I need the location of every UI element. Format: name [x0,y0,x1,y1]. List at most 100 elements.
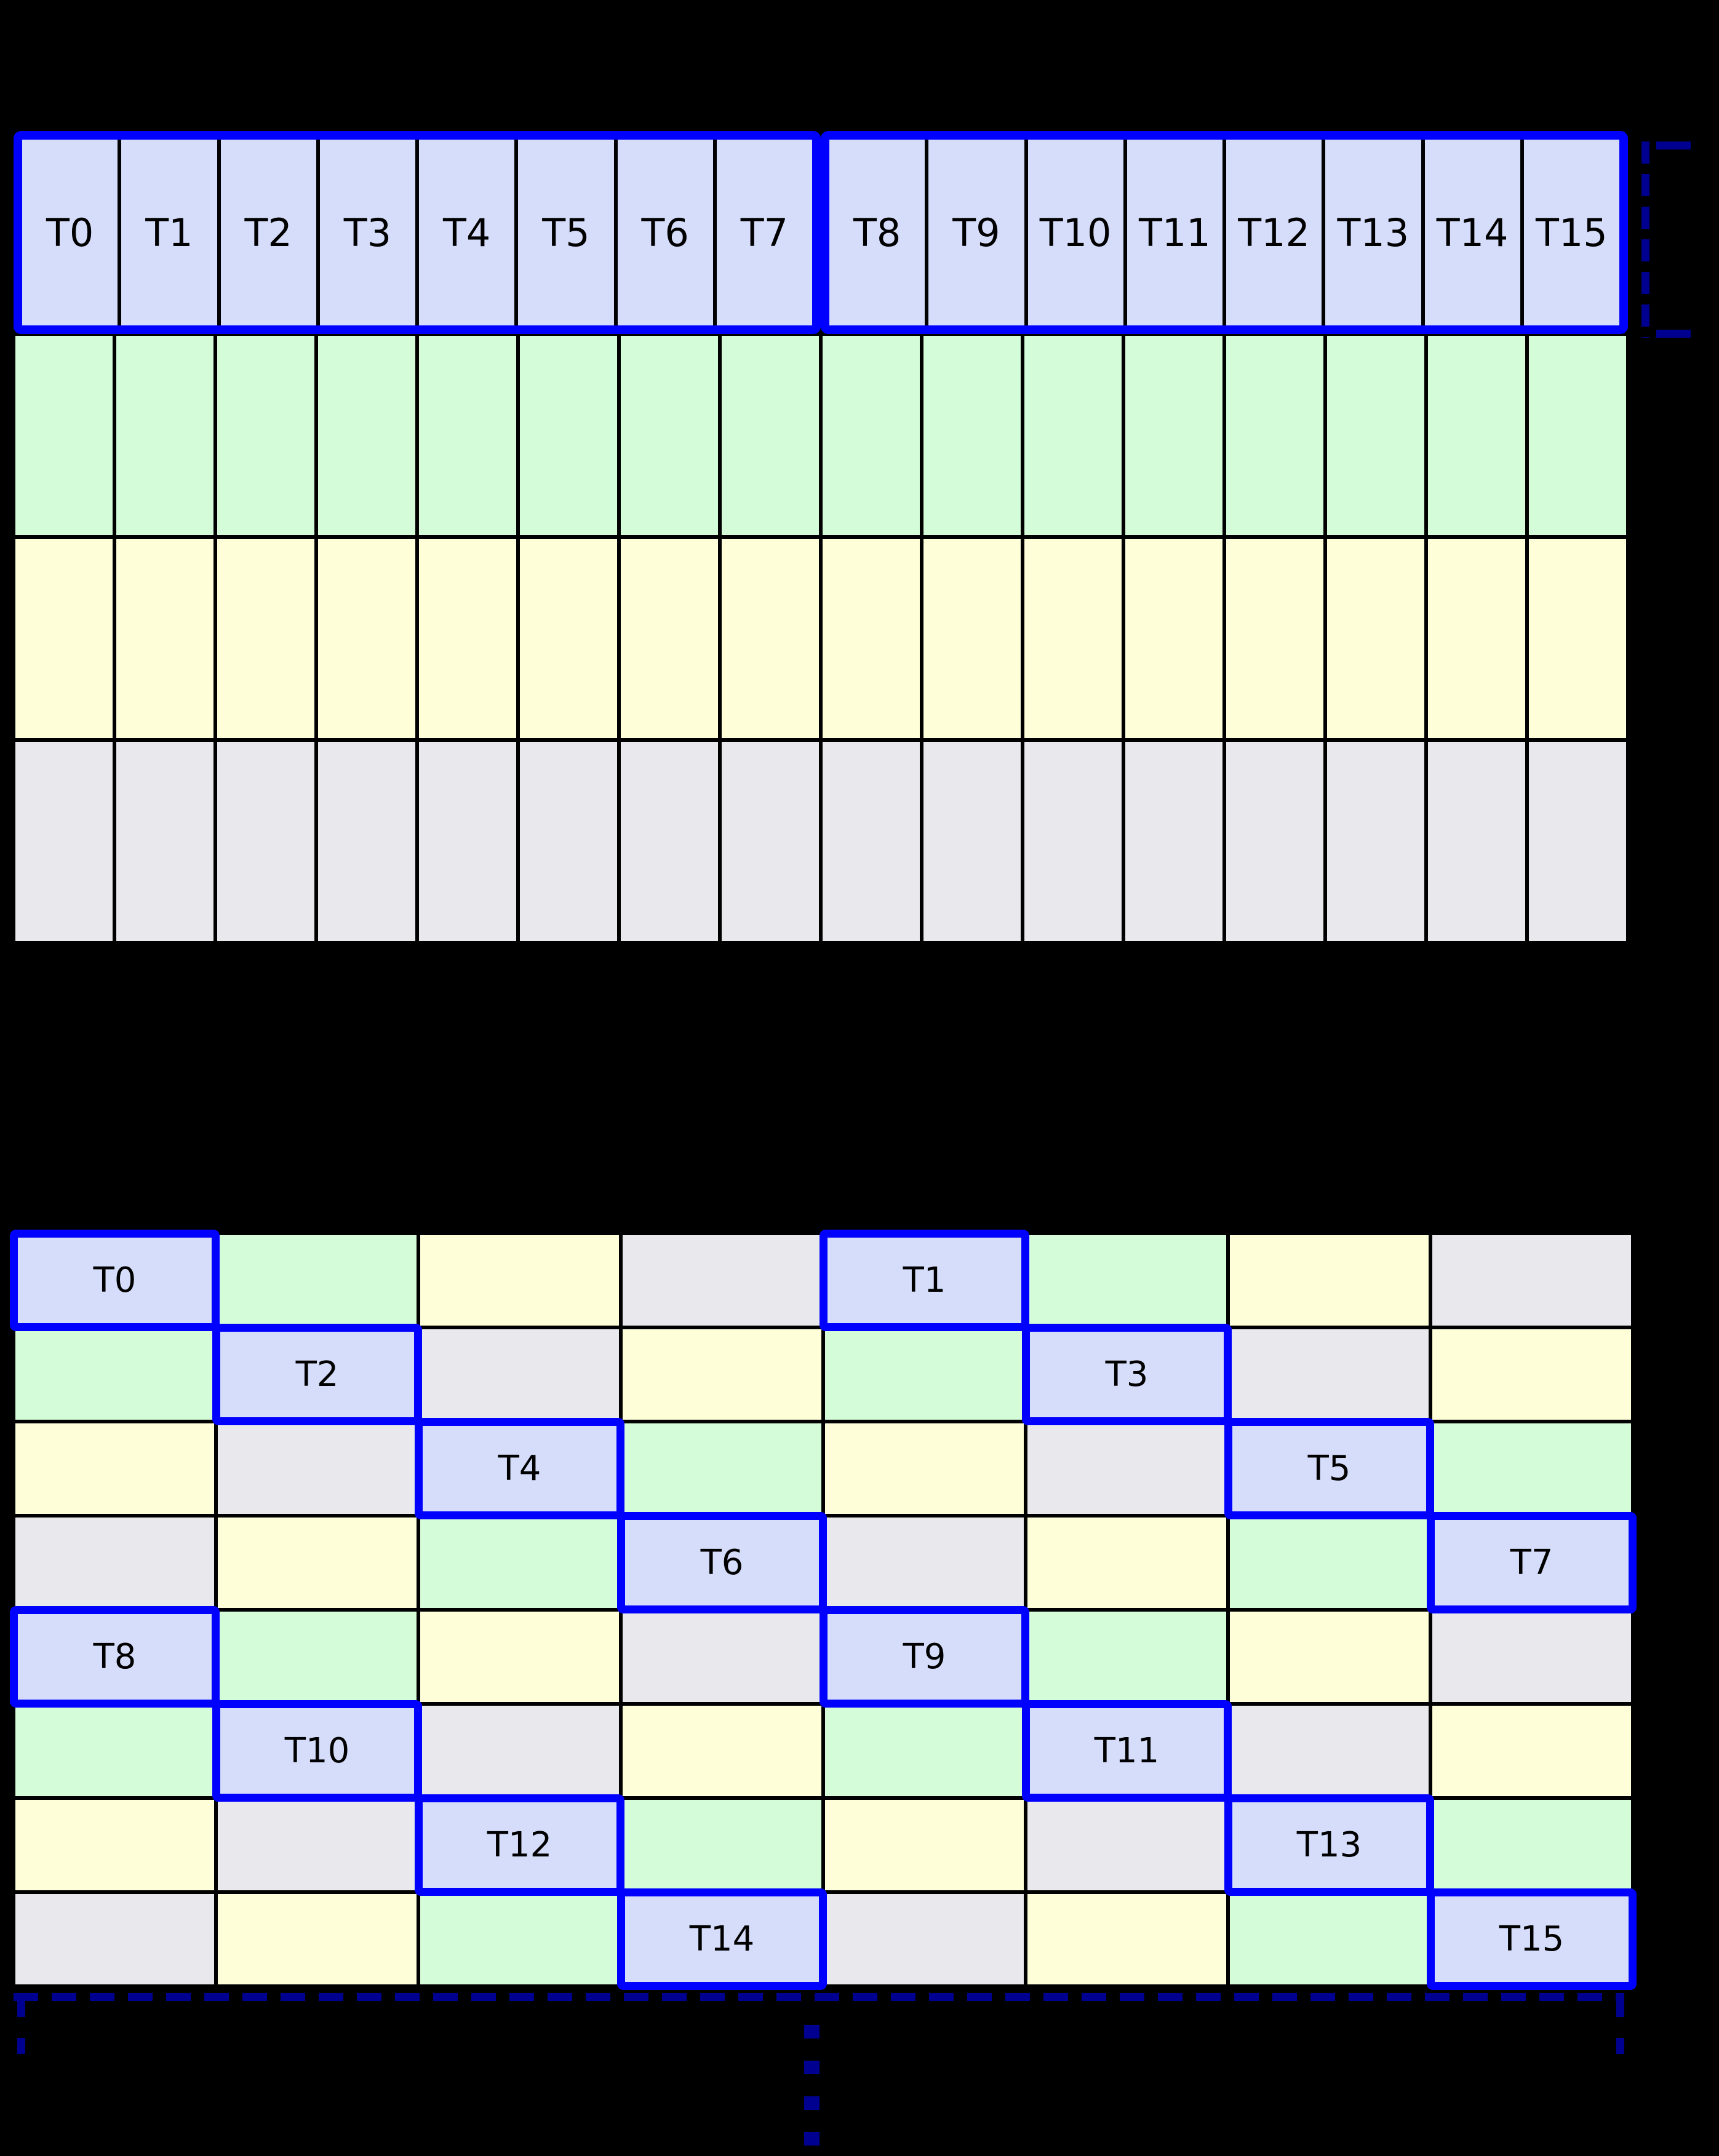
thread-label: T0 [93,1260,137,1300]
top-grid-cell [1023,740,1123,943]
bottom-grid-cell [1026,1422,1228,1516]
top-grid-cell [417,740,518,943]
bottom-grid-cell [1430,1798,1633,1892]
bottom-grid-cell [823,1704,1026,1798]
thread-label: T3 [343,210,392,255]
top-grid-cell [1123,740,1224,943]
bottom-grid-cell [1228,1704,1430,1798]
thread-label: T6 [641,210,689,255]
thread-access-box: T4 [415,1418,624,1519]
top-grid-cell [215,334,316,537]
bottom-grid-cell [1430,1704,1633,1798]
top-grid-cell: T5 [514,140,614,325]
top-grid-cell [518,334,619,537]
thread-label: T9 [903,1637,946,1677]
thread-label: T4 [498,1449,541,1489]
top-grid-cell [14,537,114,740]
top-grid-cell [1325,537,1426,740]
top-grid-cell [1224,740,1325,943]
top-grid-cell [1527,740,1628,943]
top-grid-cell [316,537,417,740]
thread-label: T10 [284,1731,350,1771]
bottom-grid-cell [621,1422,823,1516]
bracket-top-dash [1656,141,1691,149]
bracket-bottom-dash [1656,330,1691,338]
thread-label: T2 [295,1354,339,1394]
continuation-ellipsis [804,2025,820,2147]
top-grid-cell [114,334,215,537]
thread-label: T4 [442,210,491,255]
top-grid-cell [1123,537,1224,740]
top-grid-cell: T14 [1421,140,1520,325]
bottom-grid-cell [418,1610,621,1704]
thread-label: T11 [1094,1731,1160,1771]
width-bracket-dashed-line [14,1993,1624,2001]
top-grid-cell [821,740,922,943]
top-grid-cell: T0 [22,140,118,325]
bottom-grid-cell [418,1233,621,1327]
top-grid-cell [720,334,821,537]
bottom-grid-cell [823,1892,1026,1986]
bottom-grid-cell [1026,1798,1228,1892]
warp-row-highlight-box: T8 T9 T10 T11 T12 T13 T14 T15 [821,131,1628,334]
top-grid-cell [1224,537,1325,740]
bottom-grid-cell [823,1422,1026,1516]
top-grid-row [14,740,1628,943]
thread-label: T14 [1436,210,1509,255]
top-grid-cell [1023,537,1123,740]
thread-label: T10 [1039,210,1112,255]
thread-label: T12 [1238,210,1310,255]
thread-label: T14 [689,1919,755,1959]
bottom-grid-cell [216,1516,418,1610]
top-grid-cell: T13 [1322,140,1421,325]
bottom-grid-cell [14,1422,216,1516]
top-grid-cell [922,334,1023,537]
top-grid-cell [518,537,619,740]
thread-label: T15 [1535,210,1608,255]
top-grid-cell [720,537,821,740]
top-grid-cell: T2 [217,140,316,325]
top-grid-cell [518,740,619,943]
thread-label: T3 [1105,1354,1149,1394]
top-grid-cell [1426,740,1527,943]
bottom-grid-cell [418,1704,621,1798]
thread-access-box: T1 [820,1230,1029,1331]
top-grid-cell [619,334,720,537]
thread-label: T5 [1307,1449,1351,1489]
thread-label: T12 [487,1825,552,1865]
bottom-grid-cell [1228,1610,1430,1704]
top-grid-cell [619,740,720,943]
warp-row-highlight-box: T0 T1 T2 T3 T4 T5 T6 T7 [14,131,821,334]
bottom-grid-cell [1026,1892,1228,1986]
top-grid-cell [1527,334,1628,537]
bottom-grid-cell [1430,1327,1633,1422]
thread-label: T13 [1296,1825,1362,1865]
top-grid-cell [619,537,720,740]
top-grid-cell [1325,334,1426,537]
bottom-grid-cell [1026,1233,1228,1327]
bottom-grid-cell [621,1798,823,1892]
top-grid-cell: T1 [118,140,217,325]
thread-label: T11 [1138,210,1211,255]
top-grid-cell [114,537,215,740]
top-grid-row [14,537,1628,740]
bottom-grid-cell [1430,1422,1633,1516]
bottom-grid-cell [1228,1327,1430,1422]
bottom-grid-cell [621,1233,823,1327]
bracket-vertical-dashed-line [1641,141,1649,338]
bottom-grid-cell [418,1892,621,1986]
top-grid-cell [922,537,1023,740]
top-grid-cell: T3 [316,140,415,325]
top-grid-cell: T12 [1222,140,1322,325]
bottom-grid-cell [823,1327,1026,1422]
thread-label: T7 [1510,1543,1553,1583]
top-grid-cell [720,740,821,943]
thread-access-box: T0 [10,1230,220,1331]
top-grid-cell [922,740,1023,943]
bottom-grid-cell [14,1798,216,1892]
thread-access-box: T10 [212,1700,422,1802]
bottom-grid-cell [14,1327,216,1422]
bottom-grid-cell [1228,1233,1430,1327]
bottom-grid-cell [14,1516,216,1610]
thread-access-box: T3 [1022,1324,1232,1425]
